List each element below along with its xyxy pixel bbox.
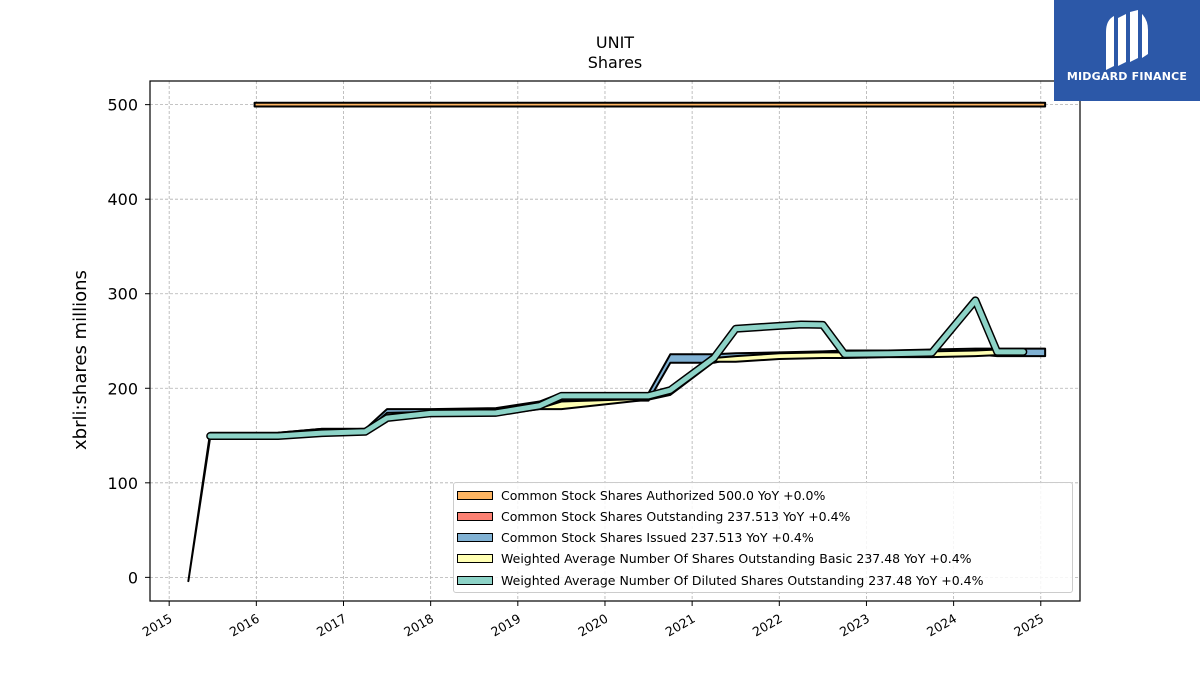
legend-item: Common Stock Shares Outstanding 237.513 … (454, 507, 850, 525)
y-tick-label: 400 (107, 190, 138, 209)
legend-swatch (457, 490, 493, 500)
y-tick-label: 100 (107, 474, 138, 493)
legend-item: Common Stock Shares Authorized 500.0 YoY… (454, 486, 825, 504)
legend: Common Stock Shares Authorized 500.0 YoY… (453, 482, 1073, 593)
x-tick-label: 2017 (314, 611, 349, 640)
series-0 (253, 101, 1047, 108)
x-tick-label: 2025 (1011, 611, 1046, 640)
series-band (209, 296, 1025, 439)
y-axis-label: xbrli:shares millions (70, 270, 91, 450)
series-4 (206, 296, 1028, 441)
legend-label: Weighted Average Number Of Shares Outsta… (501, 551, 972, 567)
series-layer (187, 101, 1047, 583)
logo: MIDGARD FINANCE (1054, 0, 1200, 101)
legend-item: Weighted Average Number Of Diluted Share… (454, 571, 983, 589)
legend-item: Common Stock Shares Issued 237.513 YoY +… (454, 529, 814, 547)
x-tick-label: 2019 (488, 611, 523, 640)
legend-swatch (457, 575, 493, 585)
series-line (207, 297, 1026, 439)
y-ticks: 0 100 200 300 400 500 (107, 96, 150, 587)
chart-title: UNIT (595, 33, 635, 52)
x-tick-label: 2024 (924, 611, 959, 640)
y-tick-label: 200 (107, 379, 138, 398)
legend-swatch (457, 511, 493, 521)
plot-frame (149, 80, 1081, 602)
x-tick-label: 2020 (575, 611, 610, 640)
legend-label: Common Stock Shares Outstanding 237.513 … (501, 508, 851, 524)
x-ticks: 2015 2016 2017 2018 2019 2020 2021 2022 2023 2024… (140, 601, 1046, 640)
x-tick-label: 2022 (750, 611, 785, 640)
y-tick-label: 500 (107, 96, 138, 115)
y-tick-label: 300 (107, 285, 138, 304)
x-tick-label: 2021 (663, 611, 698, 640)
x-tick-label: 2018 (401, 611, 436, 640)
y-tick-label: 0 (128, 568, 138, 587)
legend-label: Common Stock Shares Authorized 500.0 YoY… (501, 487, 826, 503)
legend-label: Weighted Average Number Of Diluted Share… (501, 572, 984, 588)
x-tick-label: 2023 (837, 611, 872, 640)
legend-item: Weighted Average Number Of Shares Outsta… (454, 550, 972, 568)
x-tick-label: 2015 (140, 611, 175, 640)
x-tick-label: 2016 (227, 611, 262, 640)
legend-label: Common Stock Shares Issued 237.513 YoY +… (501, 530, 814, 546)
series-outline (206, 296, 1028, 441)
logo-text: MIDGARD FINANCE (1066, 70, 1188, 83)
series-band (253, 101, 1047, 108)
legend-swatch (457, 554, 493, 564)
logo-mark-icon (1106, 10, 1148, 70)
legend-swatch (457, 533, 493, 543)
chart-subtitle: Shares (587, 53, 643, 72)
